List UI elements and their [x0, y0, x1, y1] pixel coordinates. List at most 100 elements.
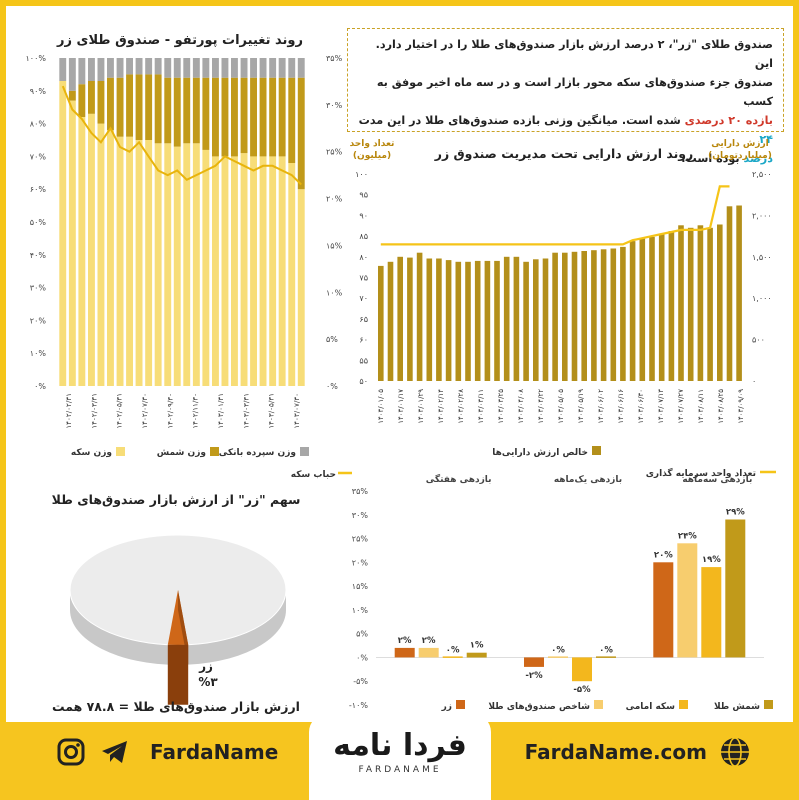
aum-x-tick: ۱۴۰۳/۰۴/۰۸: [517, 389, 525, 424]
portfolio-right-tick: ۰%: [326, 382, 338, 391]
returns-bar: [548, 656, 568, 658]
returns-bar: [394, 647, 415, 658]
intro-line-3-rest: شده است. میانگین وزنی بازده صندوق‌های طل…: [358, 114, 685, 127]
portfolio-bar-coin: [240, 153, 248, 386]
aum-bar: [397, 256, 403, 381]
returns-bar-label: ۲۴%: [678, 531, 697, 541]
portfolio-bar-coin: [68, 100, 76, 386]
portfolio-bar-bullion: [78, 84, 86, 117]
aum-x-tick: ۱۴۰۳/۰۶/۱۶: [617, 389, 625, 424]
aum-bar: [436, 258, 442, 381]
portfolio-legend-swatch: [210, 447, 219, 456]
portfolio-bar-coin: [192, 143, 200, 386]
aum-left-tick: ۱۰۰: [355, 170, 368, 179]
returns-bar: [653, 562, 674, 658]
aum-bar: [378, 265, 384, 381]
portfolio-bar-bullion: [145, 74, 153, 140]
aum-bar: [629, 241, 636, 381]
intro-highlight-return: بازده ۲۰ درصدی: [684, 114, 773, 127]
portfolio-bar-bullion: [288, 77, 296, 163]
aum-bar: [426, 258, 433, 381]
portfolio-bar-deposit: [240, 58, 248, 78]
aum-title: روند ارزش دارایی تحت مدیریت صندوق زر: [434, 146, 693, 161]
aum-bar: [707, 227, 713, 381]
aum-left-tick: ۸۵: [359, 232, 368, 241]
instagram-icon[interactable]: [56, 737, 86, 767]
portfolio-bar-coin: [78, 117, 86, 386]
returns-bar-label: ۱%: [470, 641, 484, 651]
intro-line-4-rest: بوده است.: [681, 152, 744, 165]
portfolio-bar-coin: [154, 143, 162, 386]
returns-y-tick: ۳۰%: [352, 511, 369, 520]
aum-left-tick: ۹۰: [359, 211, 368, 220]
returns-group-label: بازدهی هفتگی: [426, 473, 492, 485]
portfolio-right-tick: ۵%: [326, 335, 338, 344]
portfolio-bar-deposit: [250, 58, 257, 78]
portfolio-legend-label: وزن سپرده بانکی: [219, 448, 296, 458]
aum-bar: [610, 248, 617, 381]
aum-x-tick: ۱۴۰۳/۰۱/۱۷: [397, 389, 405, 424]
aum-bar: [484, 260, 491, 381]
portfolio-bubble-line: [61, 85, 302, 186]
portfolio-bar-coin: [126, 136, 133, 386]
aum-bar: [523, 261, 529, 381]
portfolio-bar-coin: [231, 156, 238, 386]
returns-y-tick: ۲۵%: [352, 535, 369, 544]
returns-legend-swatch: [594, 700, 603, 709]
returns-legend-label: سکه امامی: [626, 702, 676, 712]
aum-bar: [455, 261, 462, 381]
portfolio-bar-bullion: [278, 77, 286, 157]
portfolio-bar-coin: [250, 156, 257, 386]
portfolio-bar-coin: [259, 156, 267, 386]
portfolio-bar-deposit: [173, 58, 181, 78]
returns-y-tick: -۱۰%: [349, 701, 368, 710]
returns-bar-label: ۱۹%: [702, 555, 721, 565]
aum-right-tick: ۲,۰۰۰: [752, 211, 772, 220]
returns-bar: [524, 657, 544, 667]
website-link[interactable]: FardaName.com: [524, 740, 707, 764]
aum-x-tick: ۱۴۰۳/۰۷/۱۳: [657, 389, 665, 424]
returns-legend-label: شمش طلا: [714, 702, 760, 712]
portfolio-right-tick: ۳۰%: [326, 101, 343, 110]
aum-x-tick: ۱۴۰۳/۰۷/۲۷: [677, 389, 685, 424]
intro-highlight-percent: درصد: [743, 152, 773, 165]
portfolio-bar-deposit: [59, 58, 67, 81]
portfolio-left-tick: ۸۰%: [30, 120, 47, 129]
portfolio-bar-deposit: [202, 58, 210, 78]
portfolio-title: روند تغییرات پورتفو - صندوق طلای زر: [56, 33, 303, 48]
portfolio-right-tick: ۲۵%: [326, 148, 343, 157]
portfolio-bar-bullion: [107, 77, 114, 131]
aum-bar: [726, 206, 733, 381]
portfolio-x-tick: ۱۴۰۳/۰۱/۳۱: [216, 393, 225, 429]
aum-x-tick: ۱۴۰۳/۰۶/۳۰: [637, 389, 645, 424]
portfolio-bar-bullion: [202, 77, 210, 150]
portfolio-bar-bullion: [269, 77, 277, 157]
social-handle[interactable]: FardaName: [150, 740, 279, 764]
portfolio-left-tick: ۱۰%: [30, 349, 47, 358]
telegram-icon[interactable]: [100, 738, 130, 766]
portfolio-bar-coin: [116, 136, 124, 386]
portfolio-left-tick: ۳۰%: [30, 284, 47, 293]
portfolio-bar-deposit: [183, 58, 191, 78]
returns-bar-label: ۲۹%: [726, 508, 745, 518]
aum-bar: [503, 256, 510, 381]
returns-bar-label: ۲%: [398, 636, 412, 646]
portfolio-bar-bullion: [297, 77, 305, 190]
portfolio-left-tick: ۵۰%: [30, 218, 47, 227]
portfolio-bar-coin: [173, 146, 181, 386]
aum-bar: [407, 257, 413, 381]
aum-bar: [591, 250, 597, 381]
aum-bar: [562, 252, 568, 381]
portfolio-legend-label: وزن سکه: [71, 448, 112, 458]
portfolio-bar-bullion: [97, 81, 105, 124]
aum-x-tick: ۱۴۰۳/۰۴/۲۲: [537, 389, 545, 424]
portfolio-bar-coin: [88, 113, 95, 387]
portfolio-right-tick: ۳۵%: [326, 54, 343, 63]
portfolio-left-tick: ۹۰%: [30, 87, 47, 96]
portfolio-bar-deposit: [269, 58, 277, 78]
aum-x-tick: ۱۴۰۳/۰۵/۱۹: [577, 389, 585, 424]
portfolio-bar-deposit: [192, 58, 200, 78]
